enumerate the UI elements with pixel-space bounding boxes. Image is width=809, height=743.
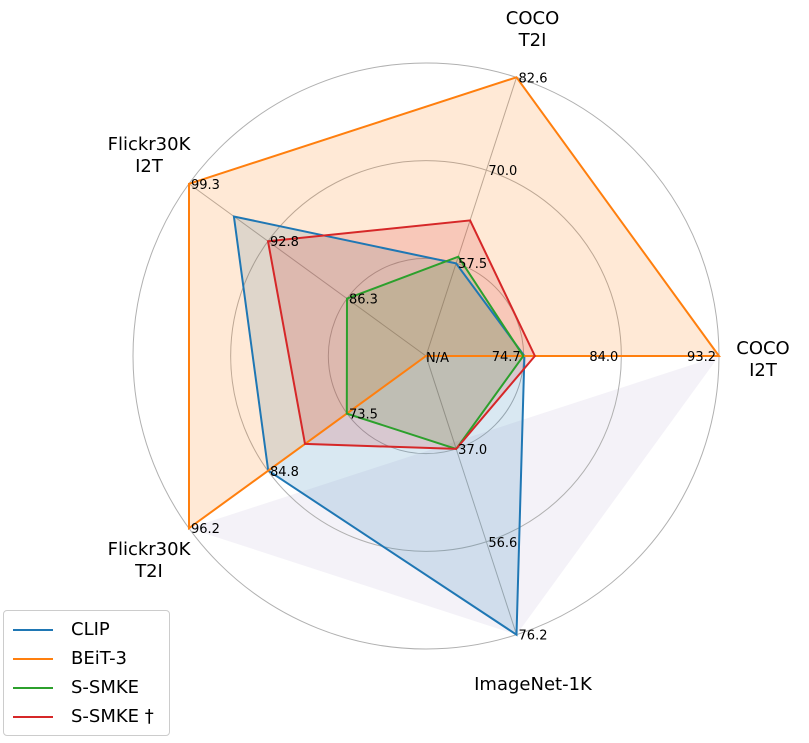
legend-swatch-s-smke bbox=[13, 686, 53, 689]
axis-title: ImageNet-1K bbox=[474, 674, 593, 695]
tick-label: 86.3 bbox=[349, 293, 378, 308]
tick-label: 37.0 bbox=[458, 443, 487, 458]
legend-item-clip: CLIP bbox=[4, 615, 169, 644]
tick-label: 96.2 bbox=[191, 522, 220, 537]
axis-title: COCO I2T bbox=[736, 338, 789, 381]
tick-label: 70.0 bbox=[488, 164, 517, 179]
axis-spoke-2 bbox=[425, 77, 518, 357]
background-shade bbox=[188, 356, 720, 635]
series-area-clip bbox=[233, 216, 525, 635]
legend-swatch-s-smke-dagger bbox=[13, 715, 53, 718]
axis-title-line: I2T bbox=[749, 360, 778, 381]
axis-title: Flickr30K I2T bbox=[108, 134, 192, 177]
legend-item-s-smke-dagger: S-SMKE † bbox=[4, 702, 169, 731]
tick-label: 74.7 bbox=[492, 350, 521, 365]
axis-title-line: Flickr30K bbox=[108, 134, 192, 155]
tick-label: 84.8 bbox=[270, 465, 299, 480]
tick-label: 82.6 bbox=[519, 71, 548, 86]
legend-swatch-beit3 bbox=[13, 657, 53, 660]
axis-title-line: T2I bbox=[134, 561, 163, 582]
axis-title: COCO T2I bbox=[506, 8, 559, 51]
axis-title-line: COCO bbox=[506, 8, 559, 29]
axis-title: Flickr30K T2I bbox=[108, 539, 192, 582]
series-area-beit-3 bbox=[189, 77, 719, 529]
axis-title-line: Flickr30K bbox=[108, 539, 192, 560]
axis-title-line: COCO bbox=[736, 338, 789, 359]
tick-label: 73.5 bbox=[349, 407, 378, 422]
legend-label-s-smke-dagger: S-SMKE † bbox=[71, 706, 154, 727]
axis-title-line: ImageNet-1K bbox=[474, 674, 593, 695]
axis-spoke-5 bbox=[425, 355, 518, 635]
legend-item-beit3: BEiT-3 bbox=[4, 644, 169, 673]
series-line-s-smke bbox=[345, 255, 525, 451]
tick-label: 92.8 bbox=[270, 235, 299, 250]
tick-label: 93.2 bbox=[687, 350, 716, 365]
tick-label: 99.3 bbox=[191, 178, 220, 193]
tick-label: 57.5 bbox=[458, 257, 487, 272]
axis-title-line: T2I bbox=[518, 30, 547, 51]
series-area-s-smke bbox=[346, 256, 524, 449]
axis-spoke-3 bbox=[188, 183, 427, 357]
legend-item-s-smke: S-SMKE bbox=[4, 673, 169, 702]
tick-label: 56.6 bbox=[488, 536, 517, 551]
series-line-beit-3 bbox=[188, 76, 721, 531]
legend-label-s-smke: S-SMKE bbox=[71, 677, 140, 698]
axis-title-line: I2T bbox=[135, 156, 164, 177]
legend: CLIP BEiT-3 S-SMKE S-SMKE † bbox=[3, 610, 170, 736]
center-label: N/A bbox=[426, 351, 449, 366]
series-line-clip bbox=[232, 215, 526, 637]
tick-label: 84.0 bbox=[589, 350, 618, 365]
series-area-s-smke bbox=[268, 220, 535, 449]
legend-swatch-clip bbox=[13, 628, 53, 631]
tick-label: 76.2 bbox=[519, 629, 548, 644]
legend-label-clip: CLIP bbox=[71, 619, 110, 640]
series-line-s-smke bbox=[266, 219, 537, 450]
legend-label-beit3: BEiT-3 bbox=[71, 648, 128, 669]
